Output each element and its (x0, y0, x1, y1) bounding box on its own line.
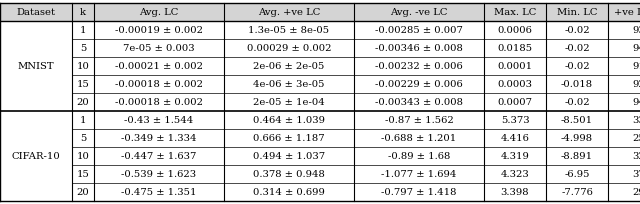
Text: 7e-05 ± 0.003: 7e-05 ± 0.003 (123, 44, 195, 53)
Text: 4e-06 ± 3e-05: 4e-06 ± 3e-05 (253, 80, 324, 89)
Text: CIFAR-10: CIFAR-10 (12, 151, 60, 160)
Text: -0.00232 ± 0.006: -0.00232 ± 0.006 (375, 62, 463, 71)
Text: 15: 15 (77, 169, 90, 178)
Text: Avg. -ve LC: Avg. -ve LC (390, 8, 448, 17)
Text: 4.416: 4.416 (500, 133, 529, 142)
Text: 20: 20 (77, 98, 90, 106)
Text: 0.378 ± 0.948: 0.378 ± 0.948 (253, 169, 325, 178)
Text: 20: 20 (77, 187, 90, 196)
Text: 0.00029 ± 0.002: 0.00029 ± 0.002 (247, 44, 332, 53)
Text: -0.475 ± 1.351: -0.475 ± 1.351 (121, 187, 196, 196)
Text: 94: 94 (632, 98, 640, 106)
Text: -0.539 ± 1.623: -0.539 ± 1.623 (122, 169, 196, 178)
Text: -6.95: -6.95 (564, 169, 589, 178)
Text: -0.447 ± 1.637: -0.447 ± 1.637 (122, 151, 196, 160)
Text: 2e-06 ± 2e-05: 2e-06 ± 2e-05 (253, 62, 324, 71)
Text: -0.797 ± 1.418: -0.797 ± 1.418 (381, 187, 457, 196)
Text: 4.323: 4.323 (500, 169, 529, 178)
Text: 93: 93 (632, 26, 640, 35)
Text: 15: 15 (77, 80, 90, 89)
Text: 32: 32 (632, 151, 640, 160)
Text: -0.43 ± 1.544: -0.43 ± 1.544 (124, 115, 194, 124)
Text: -0.00018 ± 0.002: -0.00018 ± 0.002 (115, 80, 203, 89)
Text: 4.319: 4.319 (500, 151, 529, 160)
Text: 33: 33 (632, 115, 640, 124)
Text: -0.00019 ± 0.002: -0.00019 ± 0.002 (115, 26, 203, 35)
Text: -1.077 ± 1.694: -1.077 ± 1.694 (381, 169, 457, 178)
Text: -8.501: -8.501 (561, 115, 593, 124)
Text: -0.02: -0.02 (564, 98, 590, 106)
Text: 0.666 ± 1.187: 0.666 ± 1.187 (253, 133, 325, 142)
Text: -7.776: -7.776 (561, 187, 593, 196)
Text: k: k (80, 8, 86, 17)
Text: Avg. LC: Avg. LC (140, 8, 179, 17)
Text: 91: 91 (632, 62, 640, 71)
Text: -8.891: -8.891 (561, 151, 593, 160)
Text: 2e-05 ± 1e-04: 2e-05 ± 1e-04 (253, 98, 325, 106)
Text: 1: 1 (80, 26, 86, 35)
Text: -0.87 ± 1.562: -0.87 ± 1.562 (385, 115, 453, 124)
Text: -0.00285 ± 0.007: -0.00285 ± 0.007 (375, 26, 463, 35)
Text: 0.494 ± 1.037: 0.494 ± 1.037 (253, 151, 325, 160)
Text: MNIST: MNIST (18, 62, 54, 71)
Text: -0.688 ± 1.201: -0.688 ± 1.201 (381, 133, 456, 142)
Text: -0.00229 ± 0.006: -0.00229 ± 0.006 (375, 80, 463, 89)
Text: 0.314 ± 0.699: 0.314 ± 0.699 (253, 187, 325, 196)
Text: -0.00343 ± 0.008: -0.00343 ± 0.008 (375, 98, 463, 106)
Text: -0.02: -0.02 (564, 44, 590, 53)
Text: -0.349 ± 1.334: -0.349 ± 1.334 (121, 133, 196, 142)
Text: 1: 1 (80, 115, 86, 124)
Bar (0, 3, 640, 21)
Text: -0.02: -0.02 (564, 62, 590, 71)
Text: Min. LC: Min. LC (557, 8, 597, 17)
Text: Max. LC: Max. LC (494, 8, 536, 17)
Text: 10: 10 (77, 151, 90, 160)
Text: 0.0185: 0.0185 (497, 44, 532, 53)
Text: -0.00346 ± 0.008: -0.00346 ± 0.008 (375, 44, 463, 53)
Text: -0.02: -0.02 (564, 26, 590, 35)
Text: -4.998: -4.998 (561, 133, 593, 142)
Text: Avg. +ve LC: Avg. +ve LC (258, 8, 320, 17)
Text: 25: 25 (632, 133, 640, 142)
Text: 0.0007: 0.0007 (497, 98, 532, 106)
Text: 5: 5 (80, 44, 86, 53)
Text: 37: 37 (632, 169, 640, 178)
Text: 92: 92 (632, 80, 640, 89)
Text: 5: 5 (80, 133, 86, 142)
Text: +ve LC %: +ve LC % (614, 8, 640, 17)
Text: -0.89 ± 1.68: -0.89 ± 1.68 (388, 151, 450, 160)
Text: 3.398: 3.398 (500, 187, 529, 196)
Text: -0.00018 ± 0.002: -0.00018 ± 0.002 (115, 98, 203, 106)
Text: 10: 10 (77, 62, 90, 71)
Text: -0.00021 ± 0.002: -0.00021 ± 0.002 (115, 62, 203, 71)
Text: 5.373: 5.373 (500, 115, 529, 124)
Text: 29: 29 (632, 187, 640, 196)
Text: 0.464 ± 1.039: 0.464 ± 1.039 (253, 115, 325, 124)
Text: 0.0006: 0.0006 (497, 26, 532, 35)
Text: 94: 94 (632, 44, 640, 53)
Text: 0.0001: 0.0001 (497, 62, 532, 71)
Text: -0.018: -0.018 (561, 80, 593, 89)
Text: 0.0003: 0.0003 (497, 80, 532, 89)
Text: Dataset: Dataset (17, 8, 56, 17)
Text: 1.3e-05 ± 8e-05: 1.3e-05 ± 8e-05 (248, 26, 330, 35)
